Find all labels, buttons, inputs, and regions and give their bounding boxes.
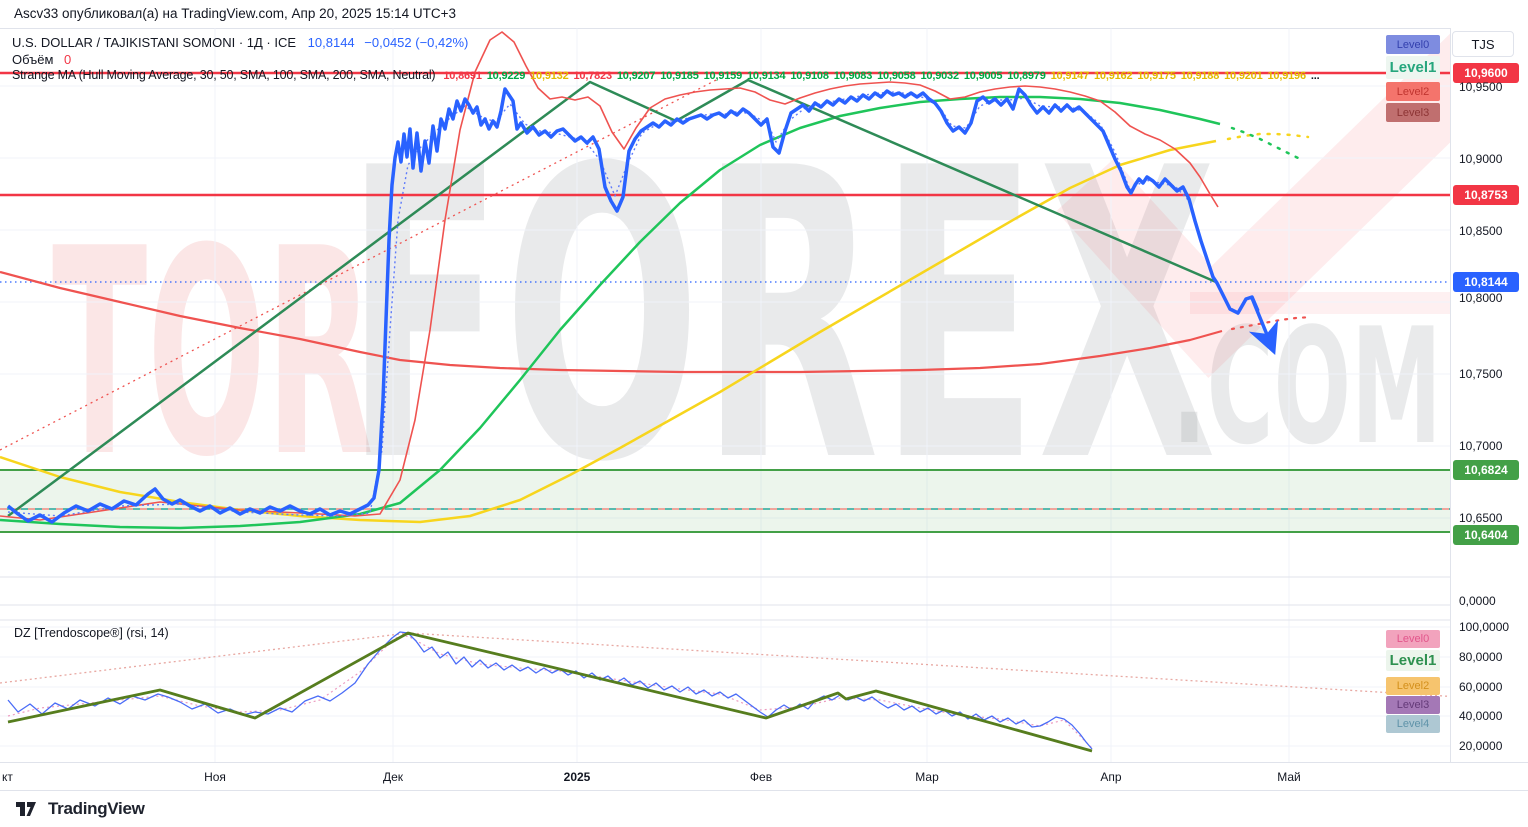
level-badge-level4: Level4 bbox=[1386, 715, 1440, 733]
watermark-text: FOREX bbox=[345, 84, 1217, 550]
volume-legend-row[interactable]: Объём 0 bbox=[12, 52, 71, 67]
price-scale-tick: 10,6500 bbox=[1459, 511, 1503, 525]
time-axis-label: Ноя bbox=[204, 770, 226, 784]
ma-value: 10,9083 bbox=[833, 70, 873, 82]
level-badge-level0: Level0 bbox=[1386, 35, 1440, 54]
series-hma-fast-red bbox=[0, 31, 1219, 521]
support-zone-band bbox=[0, 470, 1450, 532]
ma-value: 10,9185 bbox=[660, 70, 699, 82]
ma-values-ellipsis: ... bbox=[1310, 70, 1320, 82]
series-sma-slow-red bbox=[0, 270, 1223, 374]
ma-value: 10,9229 bbox=[486, 70, 526, 82]
ma-value: 10,9207 bbox=[616, 70, 656, 82]
ma-value: 10,9005 bbox=[963, 70, 1003, 82]
volume-value: 0 bbox=[64, 52, 72, 67]
ma-value: 10,9162 bbox=[1094, 70, 1133, 82]
time-axis-label: 2025 bbox=[563, 770, 591, 784]
price-level-label: 10,9600 bbox=[1453, 63, 1519, 83]
time-axis-label: Фев bbox=[749, 770, 773, 784]
price-scale-tick: 80,0000 bbox=[1459, 650, 1503, 664]
price-scale-tick: 0,0000 bbox=[1459, 594, 1496, 608]
rsi-indicator-title[interactable]: DZ [Trendoscope®] (rsi, 14) bbox=[14, 626, 169, 640]
level-badge-level0: Level0 bbox=[1386, 630, 1440, 648]
ma-value: 10,9032 bbox=[920, 70, 960, 82]
ma-value: 10,9175 bbox=[1137, 70, 1176, 82]
volume-label: Объём bbox=[12, 52, 54, 67]
ma-value: 10,9132 bbox=[530, 70, 569, 82]
ma-value: 10,9147 bbox=[1050, 70, 1090, 82]
published-byline: Ascv33 опубликовал(а) на TradingView.com… bbox=[14, 6, 457, 21]
level-badge-level1: Level1 bbox=[1386, 56, 1440, 79]
symbol-title: U.S. DOLLAR / TAJIKISTANI SOMONI · 1Д · … bbox=[12, 35, 297, 50]
price-scale-tick: 60,0000 bbox=[1459, 680, 1503, 694]
tradingview-logo-icon[interactable] bbox=[16, 798, 40, 820]
price-axis[interactable]: 10,9600 10,9500 10,9000 10,8753 10,8500 10,81… bbox=[1450, 28, 1528, 762]
price-scale-tick: 10,8500 bbox=[1459, 224, 1503, 238]
price-level-label: 10,6404 bbox=[1453, 525, 1519, 545]
series-rsi-line bbox=[7, 631, 1093, 750]
watermark-strip bbox=[1190, 292, 1450, 314]
ma-indicator-label: Strange MA (Hull Moving Average, 30, 50,… bbox=[12, 68, 436, 82]
price-level-label: 10,6824 bbox=[1453, 460, 1519, 480]
time-axis-label: кт bbox=[2, 770, 13, 784]
series-sma-green bbox=[0, 95, 1221, 530]
watermark-text: TOR bbox=[52, 188, 373, 519]
ma-value: 10,9058 bbox=[877, 70, 916, 82]
level-badge-level3: Level3 bbox=[1386, 103, 1440, 122]
last-price: 10,8144 bbox=[307, 35, 355, 50]
ma-value: 10,9108 bbox=[790, 70, 829, 82]
forecast-arrow bbox=[1248, 297, 1279, 355]
ma-value: 10,9159 bbox=[703, 70, 743, 82]
tradingview-brand-text[interactable]: TradingView bbox=[48, 799, 145, 818]
ma-value: 10,9196 bbox=[1267, 70, 1307, 82]
price-level-label: 10,8753 bbox=[1453, 185, 1519, 205]
ma-value: 10,8691 bbox=[443, 70, 482, 82]
ma-values: 10,8691 10,9229 10,9132 10,7823 10,9207 10,91… bbox=[443, 70, 1306, 82]
price-scale-tick: 10,7000 bbox=[1459, 439, 1503, 453]
series-sma-yellow-proj bbox=[1226, 132, 1310, 141]
ma-legend-row[interactable]: Strange MA (Hull Moving Average, 30, 50,… bbox=[12, 68, 1320, 82]
level-badge-level2: Level2 bbox=[1386, 82, 1440, 101]
ma-value: 10,9188 bbox=[1180, 70, 1220, 82]
time-axis-label: Апр bbox=[1100, 770, 1122, 784]
ma-value: 10,9201 bbox=[1224, 70, 1263, 82]
ma-value: 10,7823 bbox=[573, 70, 613, 82]
watermark-text: .COM bbox=[1172, 293, 1442, 480]
time-axis-label: Май bbox=[1277, 770, 1301, 784]
series-price bbox=[6, 87, 1260, 524]
price-scale-tick: 20,0000 bbox=[1459, 739, 1503, 753]
price-scale-tick: 10,9000 bbox=[1459, 152, 1503, 166]
time-axis[interactable]: кт Ноя Дек 2025 Фев Мар Апр Май bbox=[0, 762, 1528, 790]
level-badge-level3: Level3 bbox=[1386, 696, 1440, 714]
price-scale-tick: 10,7500 bbox=[1459, 367, 1503, 381]
series-rsi-zigzag bbox=[7, 631, 1093, 753]
price-level-label: 10,8144 bbox=[1453, 272, 1519, 292]
level-badge-level2: Level2 bbox=[1386, 677, 1440, 695]
price-scale-tick: 100,0000 bbox=[1459, 620, 1510, 634]
ma-value: 10,9134 bbox=[747, 70, 786, 82]
footer-bar: TradingView bbox=[0, 790, 1528, 827]
price-scale-tick: 10,8000 bbox=[1459, 291, 1503, 305]
ma-value: 10,8979 bbox=[1007, 70, 1046, 82]
time-axis-label: Дек bbox=[382, 770, 404, 784]
series-sma-green-proj bbox=[1230, 126, 1304, 162]
time-axis-label: Мар bbox=[915, 770, 939, 784]
price-scale-tick: 40,0000 bbox=[1459, 709, 1503, 723]
currency-toggle-button[interactable]: TJS bbox=[1452, 31, 1514, 57]
level-badge-level1: Level1 bbox=[1386, 650, 1440, 671]
price-change: −0,0452 (−0,42%) bbox=[364, 35, 469, 50]
price-scale-tick: 10,9500 bbox=[1459, 80, 1503, 94]
symbol-legend-row[interactable]: U.S. DOLLAR / TAJIKISTANI SOMONI · 1Д · … bbox=[12, 35, 468, 50]
series-rsi-pink-dotted bbox=[7, 635, 1093, 749]
